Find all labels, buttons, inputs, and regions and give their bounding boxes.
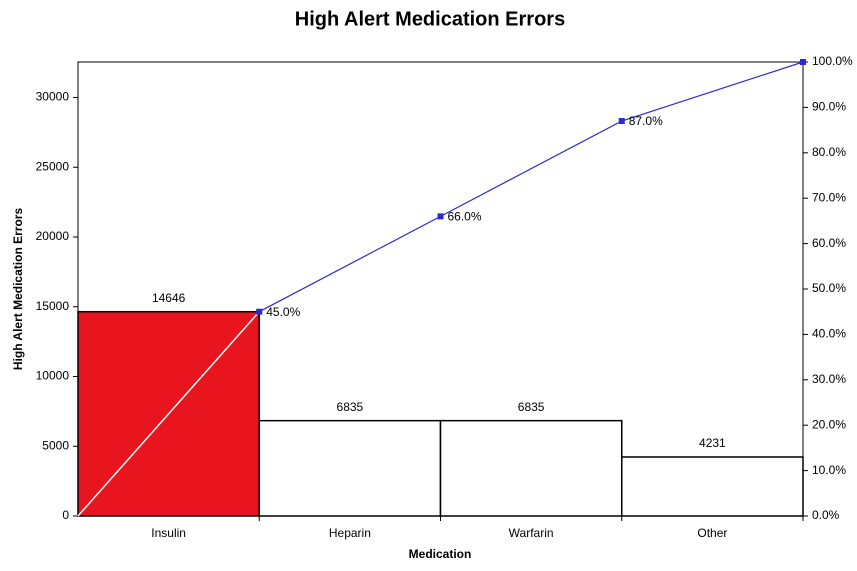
y2-tick-label: 50.0% — [812, 281, 846, 295]
bar — [258, 419, 442, 517]
bar-value-label: 6835 — [337, 400, 364, 414]
bar-value-label: 14646 — [152, 291, 186, 305]
bar — [621, 456, 804, 517]
bar — [439, 419, 623, 517]
y-tick-label: 0 — [62, 508, 69, 522]
cumulative-marker — [618, 118, 625, 125]
y2-tick-label: 20.0% — [812, 417, 846, 431]
x-tick-label: Other — [697, 526, 727, 540]
y2-tick-label: 80.0% — [812, 145, 846, 159]
y-tick-label: 20000 — [36, 229, 70, 243]
y2-tick-label: 100.0% — [812, 54, 853, 68]
bar-value-label: 6835 — [518, 400, 545, 414]
y2-tick-label: 90.0% — [812, 100, 846, 114]
y-axis-title: High Alert Medication Errors — [11, 208, 25, 371]
y-tick-label: 30000 — [36, 90, 70, 104]
cumulative-marker — [437, 213, 444, 220]
y-tick-label: 5000 — [42, 438, 69, 452]
x-tick-label: Heparin — [329, 526, 371, 540]
chart-title: High Alert Medication Errors — [295, 8, 565, 30]
cumulative-value-label: 66.0% — [448, 210, 482, 224]
cumulative-value-label: 45.0% — [266, 305, 300, 319]
y2-tick-label: 40.0% — [812, 327, 846, 341]
bar-value-label: 4231 — [699, 436, 726, 450]
cumulative-marker — [800, 59, 806, 65]
y2-tick-label: 0.0% — [812, 508, 840, 522]
cumulative-value-label: 87.0% — [629, 114, 663, 128]
y-tick-label: 15000 — [36, 299, 70, 313]
x-tick-label: Warfarin — [509, 526, 554, 540]
cumulative-marker — [256, 308, 263, 315]
y2-tick-label: 60.0% — [812, 236, 846, 250]
y2-tick-label: 70.0% — [812, 190, 846, 204]
y-tick-label: 10000 — [36, 369, 70, 383]
cumulative-line — [258, 61, 804, 313]
x-tick-label: Insulin — [151, 526, 186, 540]
cumulative-lead-in — [77, 311, 260, 517]
y-tick-label: 25000 — [36, 159, 70, 173]
x-axis-title: Medication — [409, 547, 472, 561]
y2-tick-label: 10.0% — [812, 463, 846, 477]
y2-tick-label: 30.0% — [812, 372, 846, 386]
